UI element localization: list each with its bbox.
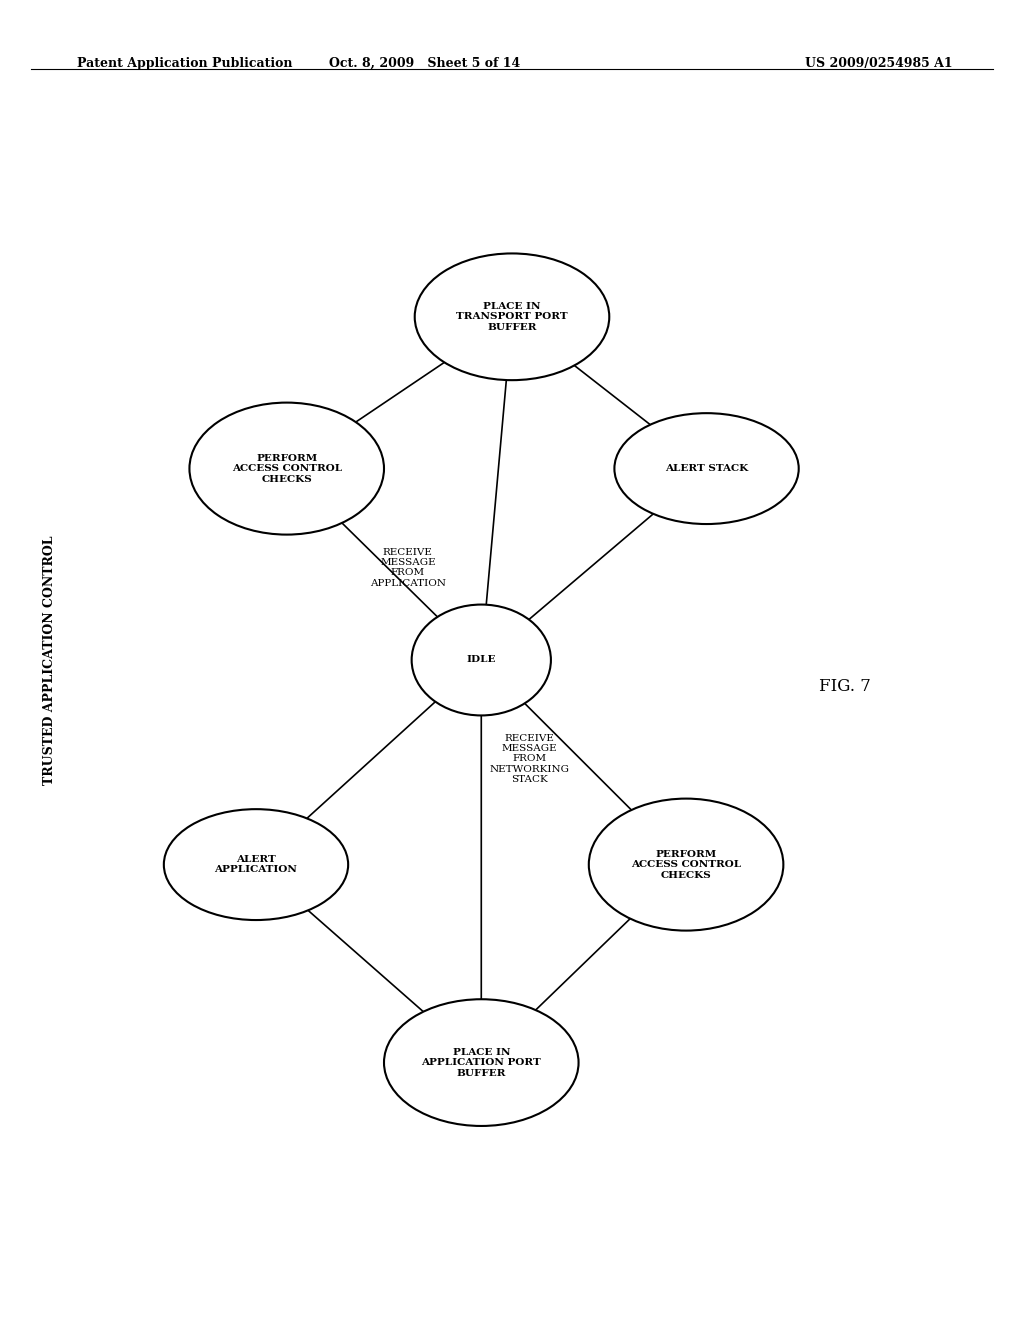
Text: FIG. 7: FIG. 7	[819, 678, 871, 694]
Text: PLACE IN
TRANSPORT PORT
BUFFER: PLACE IN TRANSPORT PORT BUFFER	[456, 302, 568, 331]
Text: Oct. 8, 2009   Sheet 5 of 14: Oct. 8, 2009 Sheet 5 of 14	[330, 57, 520, 70]
Ellipse shape	[589, 799, 783, 931]
Ellipse shape	[189, 403, 384, 535]
Text: ALERT
APPLICATION: ALERT APPLICATION	[215, 855, 297, 874]
Text: ALERT STACK: ALERT STACK	[665, 465, 749, 473]
Ellipse shape	[164, 809, 348, 920]
Ellipse shape	[412, 605, 551, 715]
Text: Patent Application Publication: Patent Application Publication	[77, 57, 292, 70]
Text: PLACE IN
APPLICATION PORT
BUFFER: PLACE IN APPLICATION PORT BUFFER	[422, 1048, 541, 1077]
Text: IDLE: IDLE	[467, 656, 496, 664]
Ellipse shape	[415, 253, 609, 380]
Ellipse shape	[614, 413, 799, 524]
Text: RECEIVE
MESSAGE
FROM
NETWORKING
STACK: RECEIVE MESSAGE FROM NETWORKING STACK	[489, 734, 569, 784]
Ellipse shape	[384, 999, 579, 1126]
Text: RECEIVE
MESSAGE
FROM
APPLICATION: RECEIVE MESSAGE FROM APPLICATION	[370, 548, 445, 587]
Text: PERFORM
ACCESS CONTROL
CHECKS: PERFORM ACCESS CONTROL CHECKS	[631, 850, 741, 879]
Text: US 2009/0254985 A1: US 2009/0254985 A1	[805, 57, 952, 70]
Text: PERFORM
ACCESS CONTROL
CHECKS: PERFORM ACCESS CONTROL CHECKS	[231, 454, 342, 483]
Text: TRUSTED APPLICATION CONTROL: TRUSTED APPLICATION CONTROL	[43, 535, 55, 785]
